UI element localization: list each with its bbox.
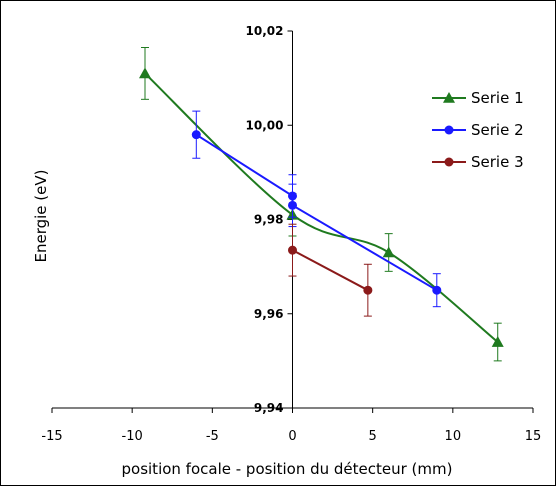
x-tick-label: 15 <box>525 429 542 444</box>
legend-label: Serie 3 <box>471 153 524 171</box>
axes: -15 -10 -5 0 5 10 15 9,94 9,96 9,98 10,00 10,02 <box>41 24 541 444</box>
x-axis-title: position focale - position du détecteur … <box>122 460 453 478</box>
x-tick-label: -15 <box>41 429 62 444</box>
legend-item-3: Serie 3 <box>432 153 524 171</box>
data-point <box>288 191 297 201</box>
data-point <box>138 67 151 79</box>
legend-item-2: Serie 2 <box>432 121 524 139</box>
legend-swatch-marker <box>444 125 454 135</box>
x-tick-label: 5 <box>369 429 377 444</box>
legend: Serie 1 Serie 2 Serie 3 <box>432 89 524 171</box>
legend-item-1: Serie 1 <box>432 89 524 107</box>
data-point <box>432 285 442 295</box>
data-point <box>191 130 201 140</box>
data-point <box>288 245 297 255</box>
series-line <box>292 249 369 292</box>
y-tick-label: 10,00 <box>246 118 284 132</box>
y-axis-title: Energie (eV) <box>32 170 50 263</box>
y-tick-label: 9,94 <box>254 401 284 415</box>
legend-swatch-marker <box>443 92 455 103</box>
x-tick-label: -5 <box>206 429 219 444</box>
data-point <box>382 246 395 258</box>
x-tick-label: 0 <box>288 429 296 444</box>
data-point <box>491 336 504 347</box>
series-2 <box>191 110 442 308</box>
x-tick-label: -10 <box>122 429 143 444</box>
series-line <box>195 133 438 292</box>
y-tick-label: 9,96 <box>254 307 284 321</box>
y-tick-label: 9,98 <box>254 213 284 227</box>
series-line <box>144 72 499 343</box>
plot-area <box>138 46 504 362</box>
legend-label: Serie 1 <box>471 89 524 107</box>
y-tick-label: 10,02 <box>246 24 284 38</box>
legend-label: Serie 2 <box>471 121 524 139</box>
legend-swatch-marker <box>444 157 454 167</box>
x-tick-label: 10 <box>445 429 462 444</box>
data-point <box>288 200 297 210</box>
series-3 <box>288 223 373 317</box>
data-point <box>363 285 373 295</box>
